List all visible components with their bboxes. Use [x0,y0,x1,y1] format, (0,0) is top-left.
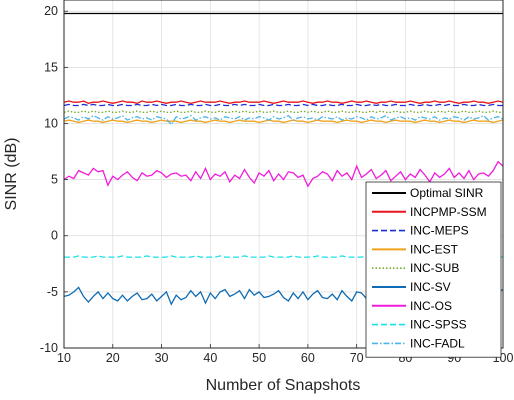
series-line-incpmp-ssm [63,100,504,104]
plot-frame [63,0,504,349]
legend-label: INC-MEPS [410,224,469,238]
x-tick-label: 10 [57,351,71,365]
legend-label: INC-SV [410,280,451,294]
legend-label: INC-OS [410,299,452,313]
y-axis-label: SINR (dB) [3,138,20,211]
y-tick-label: 5 [51,173,58,187]
series-line-inc-est [63,119,504,124]
x-axis-label: Number of Snapshots [206,377,361,394]
y-tick-label: -5 [47,285,58,299]
x-tick-label: 60 [301,351,315,365]
y-tick-label: 20 [44,4,58,18]
legend: Optimal SINR INCPMP-SSM INC-MEPS INC-EST INC… [365,181,502,358]
y-tick-label: 0 [51,229,58,243]
legend-label: Optimal SINR [410,186,484,200]
legend-label: INC-SUB [410,261,459,275]
x-tick-label: 70 [350,351,364,365]
legend-label: INC-EST [410,242,459,256]
series-line-inc-fadl [63,114,504,126]
y-tick-label: 15 [44,60,58,74]
series-line-inc-meps [63,103,503,107]
legend-label: INC-SPSS [410,318,467,332]
y-tick-label: -10 [40,341,58,355]
x-tick-label: 20 [106,351,120,365]
series-line-inc-sub [63,110,503,114]
x-tick-label: 40 [203,351,217,365]
y-tick-label: 10 [44,116,58,130]
x-tick-label: 30 [155,351,169,365]
x-tick-label: 50 [252,351,266,365]
legend-label: INC-FADL [410,336,465,350]
legend-label: INCPMP-SSM [410,205,487,219]
